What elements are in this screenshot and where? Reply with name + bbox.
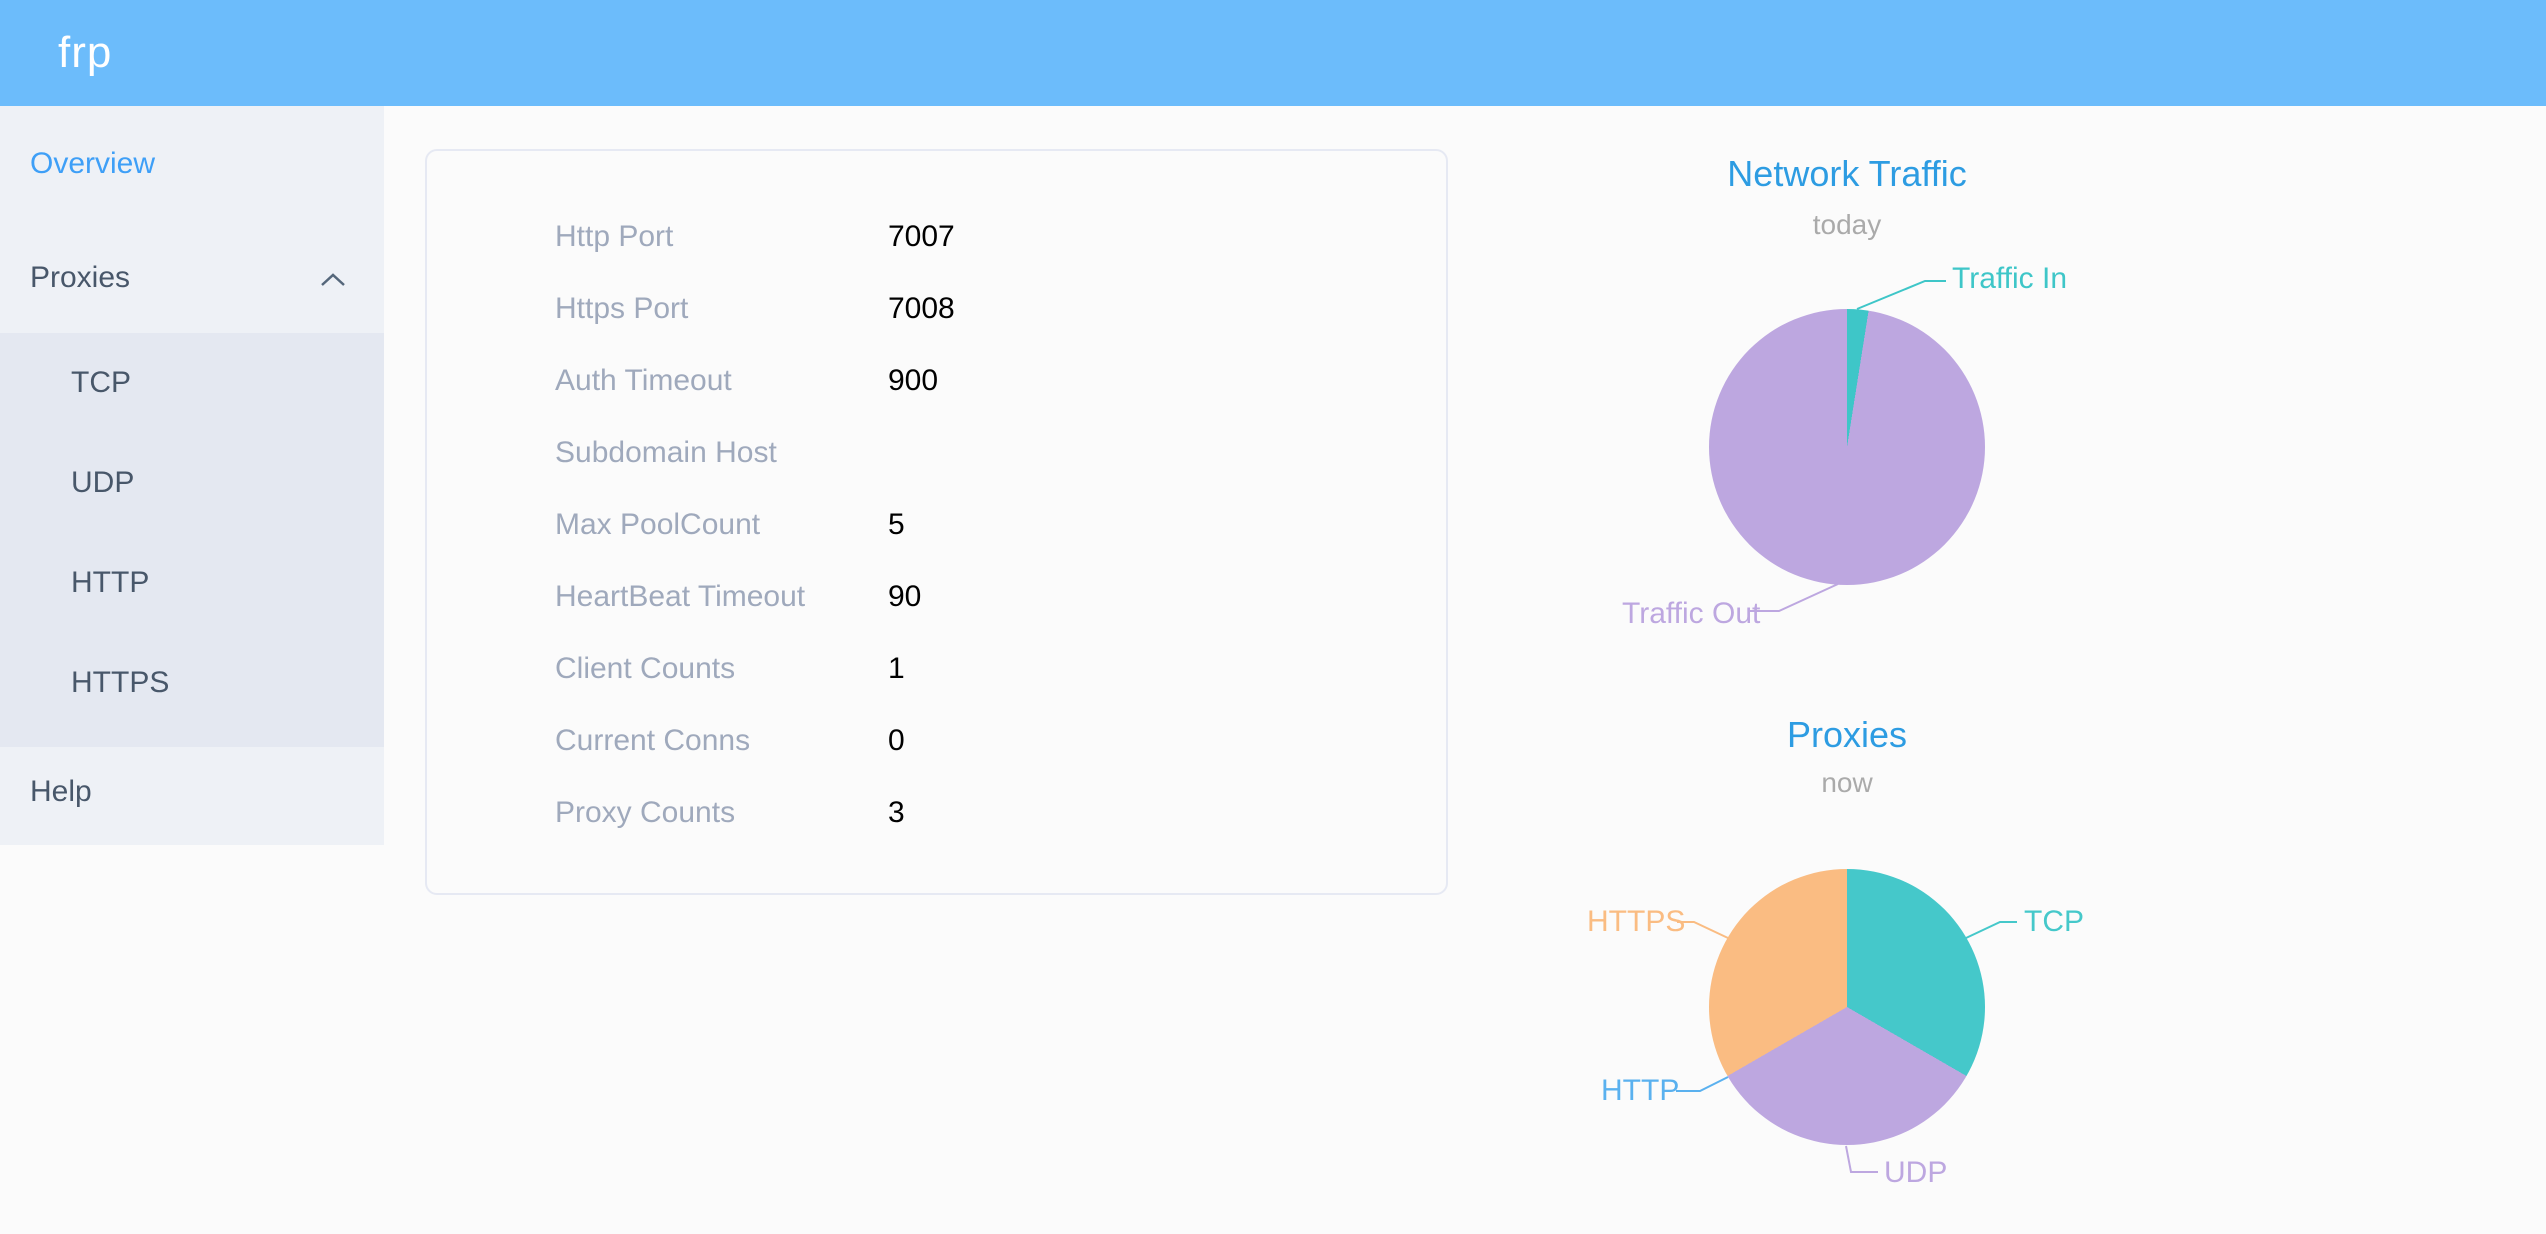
sidebar-menu: Overview Proxies TCP UDP HTTP HTTPS <box>0 106 384 845</box>
row-label: HeartBeat Timeout <box>555 580 806 613</box>
slice-label-traffic-in: Traffic In <box>1952 262 2068 295</box>
table-row: Http Port 7007 <box>427 201 1446 273</box>
row-label: Https Port <box>555 292 689 325</box>
row-value: 90 <box>888 580 922 613</box>
network-traffic-pie-chart[interactable] <box>1709 309 1985 585</box>
network-traffic-chart-title: Network Traffic <box>1727 153 1967 194</box>
sidebar-item-tcp[interactable]: TCP <box>0 333 384 433</box>
table-row: Max PoolCount 5 <box>427 489 1446 561</box>
slice-label-http: HTTP <box>1601 1074 1680 1107</box>
table-row: Auth Timeout 900 <box>427 345 1446 417</box>
slice-label-https: HTTPS <box>1587 905 1686 938</box>
network-traffic-chart-subtitle: today <box>1812 209 1882 240</box>
slice-label-tcp: TCP <box>2024 905 2084 938</box>
sidebar-item-help[interactable]: Help <box>0 747 384 837</box>
top-header: frp <box>0 0 2546 106</box>
row-value: 1 <box>888 652 905 685</box>
table-row: Proxy Counts 3 <box>427 777 1446 849</box>
row-value: 7007 <box>888 220 955 253</box>
app-logo: frp <box>58 28 113 77</box>
server-info-card: Http Port 7007 Https Port 7008 Auth Time… <box>425 149 1448 895</box>
row-label: Subdomain Host <box>555 436 777 469</box>
table-row: Current Conns 0 <box>427 705 1446 777</box>
row-value: 0 <box>888 724 905 757</box>
row-label: Proxy Counts <box>555 796 736 829</box>
slice-label-udp: UDP <box>1884 1156 1948 1189</box>
table-row: Https Port 7008 <box>427 273 1446 345</box>
row-label: Http Port <box>555 220 674 253</box>
sidebar-item-label: TCP <box>71 366 131 399</box>
sidebar-item-udp[interactable]: UDP <box>0 433 384 533</box>
row-value: 900 <box>888 364 939 397</box>
slice-label-traffic-out: Traffic Out <box>1622 597 1761 630</box>
row-value: 3 <box>888 796 905 829</box>
table-row: Subdomain Host <box>427 417 1446 489</box>
row-value: 7008 <box>888 292 955 325</box>
row-label: Current Conns <box>555 724 751 757</box>
sidebar-item-label: HTTPS <box>71 666 170 699</box>
row-label: Max PoolCount <box>555 508 761 541</box>
sidebar-item-https[interactable]: HTTPS <box>0 633 384 733</box>
row-label: Auth Timeout <box>555 364 732 397</box>
sidebar-item-overview[interactable]: Overview <box>0 106 384 222</box>
sidebar-item-label: UDP <box>71 466 135 499</box>
sidebar-item-label: Overview <box>30 147 156 180</box>
row-value: 5 <box>888 508 905 541</box>
sidebar-item-label: Help <box>30 775 92 808</box>
sidebar-submenu-proxies: TCP UDP HTTP HTTPS <box>0 333 384 747</box>
proxies-pie-chart[interactable] <box>1709 869 1985 1145</box>
table-row: Client Counts 1 <box>427 633 1446 705</box>
sidebar-item-label: Proxies <box>30 260 131 294</box>
proxies-chart-subtitle: now <box>1821 767 1873 798</box>
row-label: Client Counts <box>555 652 736 685</box>
sidebar-item-http[interactable]: HTTP <box>0 533 384 633</box>
sidebar-item-label: HTTP <box>71 566 150 599</box>
sidebar-item-proxies[interactable]: Proxies <box>0 222 384 333</box>
table-row: HeartBeat Timeout 90 <box>427 561 1446 633</box>
chevron-up-icon <box>320 261 346 295</box>
proxies-chart-title: Proxies <box>1786 714 1908 755</box>
